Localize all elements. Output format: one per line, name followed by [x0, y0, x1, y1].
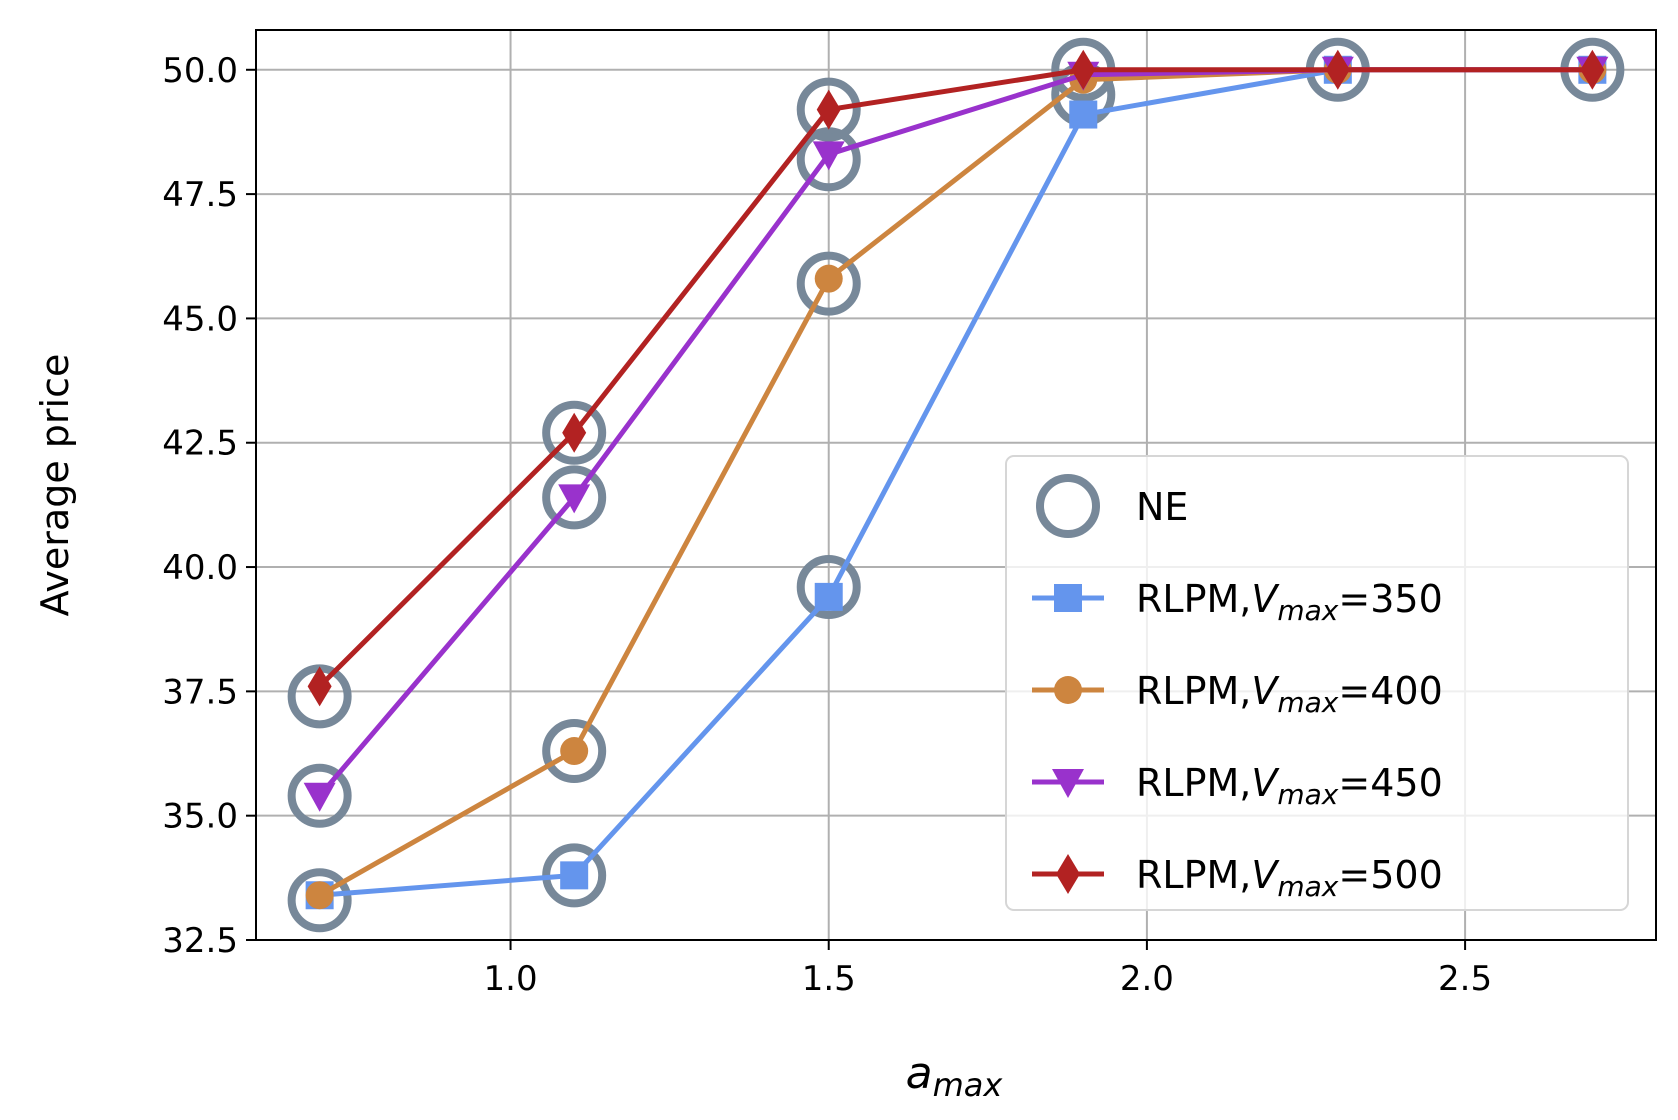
y-tick-label: 50.0	[162, 51, 238, 91]
legend-label: NE	[1136, 485, 1188, 529]
x-axis-label-main: a	[906, 1048, 933, 1099]
y-tick-label: 42.5	[162, 424, 238, 464]
y-tick-label: 35.0	[162, 797, 238, 837]
legend-item-ne: NE	[1036, 474, 1188, 538]
legend-label-suffix: =350	[1338, 577, 1442, 621]
legend-label: RLPM,Vmax=450	[1136, 761, 1443, 811]
legend-label-prefix: RLPM,	[1136, 853, 1251, 897]
ne-point	[287, 763, 352, 828]
legend-label-var: V	[1251, 669, 1280, 713]
ne-point	[796, 251, 861, 316]
ne-point	[542, 465, 607, 530]
series-point	[1580, 49, 1605, 90]
series-point	[812, 141, 845, 171]
ne-point	[796, 554, 861, 619]
legend-item-0: RLPM,Vmax=350	[1032, 577, 1443, 627]
legend-label: RLPM,Vmax=350	[1136, 577, 1443, 627]
plot-frame	[255, 29, 1657, 941]
series-point	[560, 861, 589, 890]
legend-label: RLPM,Vmax=500	[1136, 853, 1443, 903]
x-tick-label: 1.5	[802, 959, 856, 999]
y-tick-label: 45.0	[162, 299, 238, 339]
series-point	[305, 881, 334, 910]
legend-label-prefix: RLPM,	[1136, 669, 1251, 713]
y-axis-ticks: 32.5 35.0 37.5 40.0 42.5 45.0 47.5 50.0	[162, 51, 256, 961]
y-tick-label: 47.5	[162, 175, 238, 215]
series-3	[307, 49, 1605, 707]
legend-label-var: V	[1251, 853, 1280, 897]
legend-item-2: RLPM,Vmax=450	[1032, 761, 1443, 811]
legend-label-sub: max	[1277, 594, 1338, 627]
legend-item-3: RLPM,Vmax=500	[1032, 853, 1443, 903]
legend-ne-marker	[1036, 474, 1100, 538]
legend-label-sub: max	[1277, 870, 1338, 903]
series-point	[1071, 49, 1096, 90]
legend-marker	[1054, 584, 1082, 612]
x-axis-label: amax	[906, 1048, 1004, 1104]
legend-item-1: RLPM,Vmax=400	[1032, 669, 1443, 719]
ne-point	[542, 400, 607, 465]
legend-marker	[1054, 676, 1082, 704]
x-axis-label-sub: max	[933, 1066, 1004, 1104]
series-point	[562, 412, 587, 453]
legend-label-var: V	[1251, 577, 1280, 621]
ne-markers	[287, 37, 1625, 933]
series-point	[816, 89, 841, 130]
y-tick-label: 32.5	[162, 921, 238, 961]
legend-marker	[1056, 854, 1080, 894]
ne-point	[796, 127, 861, 192]
series-point	[307, 666, 332, 707]
x-axis-ticks: 1.0 1.5 2.0 2.5	[484, 940, 1492, 999]
legend-label-suffix: =500	[1338, 853, 1442, 897]
legend-label-var: V	[1251, 761, 1280, 805]
ne-point	[542, 719, 607, 784]
y-axis-label: Average price	[33, 354, 77, 617]
y-tick-label: 37.5	[162, 672, 238, 712]
series-point	[560, 737, 589, 766]
x-tick-label: 2.5	[1438, 959, 1492, 999]
legend-label-suffix: =400	[1338, 669, 1442, 713]
legend-marker	[1052, 769, 1084, 798]
series-layer	[303, 49, 1609, 910]
series-point	[303, 782, 336, 812]
x-tick-label: 2.0	[1120, 959, 1174, 999]
y-tick-label: 40.0	[162, 548, 238, 588]
legend-box	[1005, 455, 1629, 911]
ne-point	[796, 77, 861, 142]
legend: NERLPM,Vmax=350RLPM,Vmax=400RLPM,Vmax=45…	[1005, 455, 1629, 911]
x-tick-label: 1.0	[484, 959, 538, 999]
ne-point	[287, 868, 352, 933]
series-point	[558, 484, 591, 514]
series-line	[317, 67, 1593, 689]
series-point	[1325, 49, 1350, 90]
legend-label-sub: max	[1277, 686, 1338, 719]
legend-label-sub: max	[1277, 778, 1338, 811]
legend-label-suffix: =450	[1338, 761, 1442, 805]
legend-label-prefix: RLPM,	[1136, 577, 1251, 621]
legend-label: RLPM,Vmax=400	[1136, 669, 1443, 719]
legend-label-prefix: RLPM,	[1136, 761, 1251, 805]
series-point	[814, 264, 843, 293]
series-point	[1069, 100, 1098, 129]
series-point	[814, 582, 843, 611]
